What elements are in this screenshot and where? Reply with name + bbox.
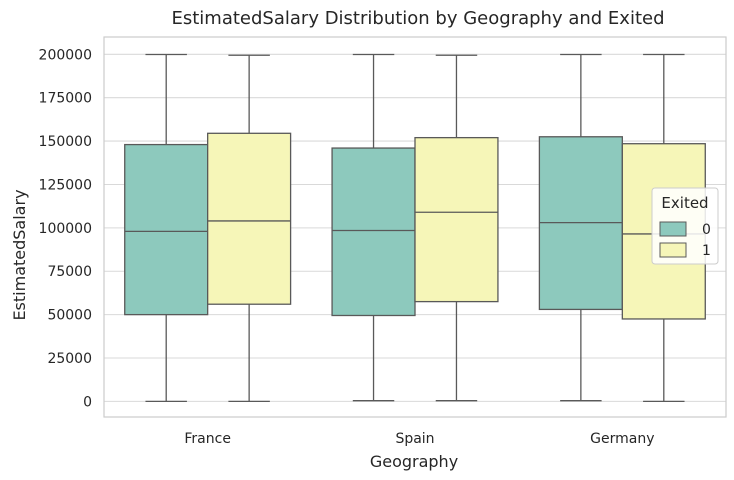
y-tick-label: 0 [83, 394, 92, 410]
box-spain-1 [414, 54, 499, 402]
iqr-box [207, 132, 292, 305]
y-tick-label: 100000 [39, 221, 92, 237]
iqr-box [331, 147, 416, 317]
y-axis-label: EstimatedSalary [10, 189, 29, 320]
x-tick-label: France [184, 431, 231, 447]
y-axis-ticks: 0 25000 50000 75000 100000 125000 150000 175000… [39, 47, 92, 410]
box-spain-0 [331, 53, 416, 402]
box-france-0 [124, 53, 209, 403]
box-germany-0 [538, 53, 623, 402]
legend-title: Exited [661, 194, 708, 212]
x-tick-label: Germany [590, 431, 654, 447]
legend-label: 0 [702, 222, 711, 238]
y-tick-label: 175000 [39, 91, 92, 107]
legend-swatch [659, 242, 687, 258]
y-tick-label: 50000 [47, 308, 92, 324]
y-tick-label: 150000 [39, 134, 92, 150]
iqr-box [124, 143, 209, 316]
y-tick-label: 75000 [47, 264, 92, 280]
x-tick-label: Spain [395, 431, 434, 447]
x-axis-ticks: France Spain Germany [184, 431, 654, 447]
legend-label: 1 [702, 243, 711, 259]
iqr-box [414, 136, 499, 303]
box-series [124, 53, 706, 403]
y-tick-label: 200000 [39, 47, 92, 63]
box-france-1 [207, 54, 292, 403]
x-axis-label: Geography [370, 452, 458, 471]
plot-frame [103, 36, 727, 418]
legend-swatch [659, 221, 687, 237]
chart-title: EstimatedSalary Distribution by Geograph… [172, 8, 665, 29]
y-tick-label: 25000 [47, 351, 92, 367]
legend: Exited 0 1 [651, 187, 719, 265]
y-tick-label: 125000 [39, 177, 92, 193]
